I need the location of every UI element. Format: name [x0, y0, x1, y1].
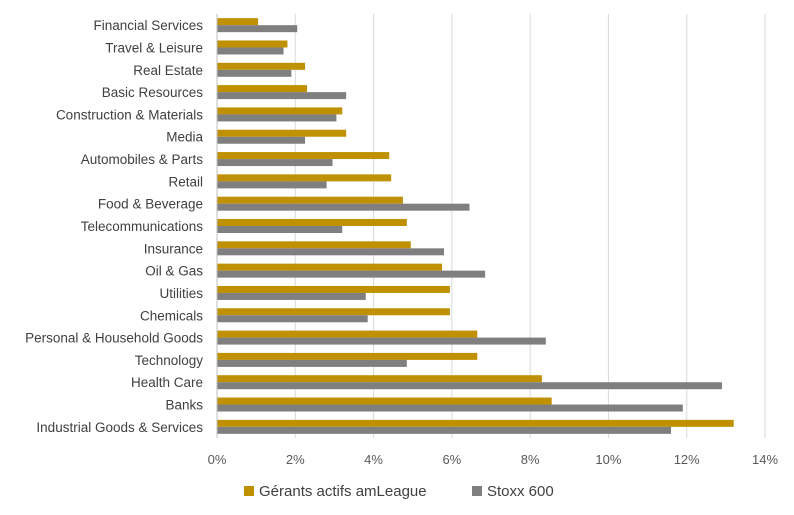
- bar-series-2: [217, 181, 327, 189]
- bar-series-1: [217, 129, 347, 137]
- legend-swatch-series-2: [472, 486, 482, 496]
- legend-label-series-2: Stoxx 600: [487, 483, 554, 500]
- category-label: Telecommunications: [81, 219, 204, 234]
- x-tick-label: 0%: [208, 452, 227, 467]
- bar-series-1: [217, 219, 407, 226]
- x-tick-label: 12%: [674, 452, 700, 467]
- bar-series-2: [217, 47, 284, 55]
- x-tick-label: 10%: [595, 452, 621, 467]
- bar-series-1: [217, 308, 450, 316]
- x-tick-label: 4%: [364, 452, 383, 467]
- bar-series-2: [217, 292, 366, 300]
- bars: [217, 18, 734, 434]
- category-label: Health Care: [131, 375, 203, 390]
- legend: Gérants actifs amLeague Stoxx 600: [244, 483, 554, 500]
- gridlines: [294, 14, 766, 438]
- bar-series-2: [217, 203, 470, 211]
- bar-series-1: [217, 62, 306, 70]
- bar-series-1: [217, 330, 478, 338]
- bar-series-2: [217, 270, 486, 278]
- bar-series-2: [217, 426, 672, 434]
- bar-series-2: [217, 25, 298, 33]
- bar-series-1: [217, 397, 552, 405]
- category-labels: Financial Services Travel & Leisure Real E…: [25, 18, 203, 435]
- x-tick-labels: 0% 2% 4% 6% 8% 10% 12% 14%: [208, 452, 779, 467]
- category-label: Basic Resources: [102, 85, 204, 100]
- bar-series-1: [217, 263, 443, 271]
- x-tick-label: 6%: [442, 452, 461, 467]
- bar-series-2: [217, 404, 683, 412]
- bar-series-1: [217, 419, 734, 427]
- bar-series-2: [217, 382, 722, 390]
- bar-series-1: [217, 174, 392, 182]
- bar-series-2: [217, 248, 445, 256]
- category-label: Chemicals: [140, 308, 203, 323]
- bar-series-1: [217, 375, 542, 383]
- bar-series-1: [217, 40, 288, 48]
- bar-series-2: [217, 337, 546, 345]
- category-label: Financial Services: [93, 18, 203, 33]
- category-label: Real Estate: [133, 63, 203, 78]
- category-label: Travel & Leisure: [105, 40, 203, 55]
- category-label: Industrial Goods & Services: [36, 420, 203, 435]
- bar-series-2: [217, 114, 337, 122]
- bar-series-1: [217, 285, 450, 293]
- x-tick-label: 2%: [286, 452, 305, 467]
- category-label: Oil & Gas: [145, 264, 203, 279]
- bar-series-1: [217, 18, 259, 26]
- bar-series-2: [217, 359, 407, 367]
- category-label: Retail: [168, 174, 203, 189]
- bar-series-1: [217, 85, 308, 93]
- category-label: Construction & Materials: [56, 107, 203, 122]
- bar-series-2: [217, 69, 292, 77]
- x-tick-label: 8%: [521, 452, 540, 467]
- bar-series-2: [217, 136, 306, 144]
- bar-series-2: [217, 92, 347, 100]
- bar-series-1: [217, 107, 343, 115]
- category-label: Banks: [165, 398, 203, 413]
- legend-label-series-1: Gérants actifs amLeague: [259, 483, 427, 500]
- legend-swatch-series-1: [244, 486, 254, 496]
- bar-series-1: [217, 196, 403, 204]
- bar-series-1: [217, 352, 478, 360]
- category-label: Technology: [135, 353, 204, 368]
- category-label: Automobiles & Parts: [81, 152, 204, 167]
- bar-series-2: [217, 159, 333, 167]
- bar-series-1: [217, 241, 411, 249]
- bar-series-1: [217, 152, 390, 160]
- bar-series-2: [217, 226, 343, 233]
- bar-series-2: [217, 315, 368, 323]
- category-label: Food & Beverage: [98, 197, 203, 212]
- x-tick-label: 14%: [752, 452, 778, 467]
- category-label: Media: [166, 130, 203, 145]
- category-label: Insurance: [144, 241, 203, 256]
- category-label: Personal & Household Goods: [25, 331, 203, 346]
- category-label: Utilities: [159, 286, 203, 301]
